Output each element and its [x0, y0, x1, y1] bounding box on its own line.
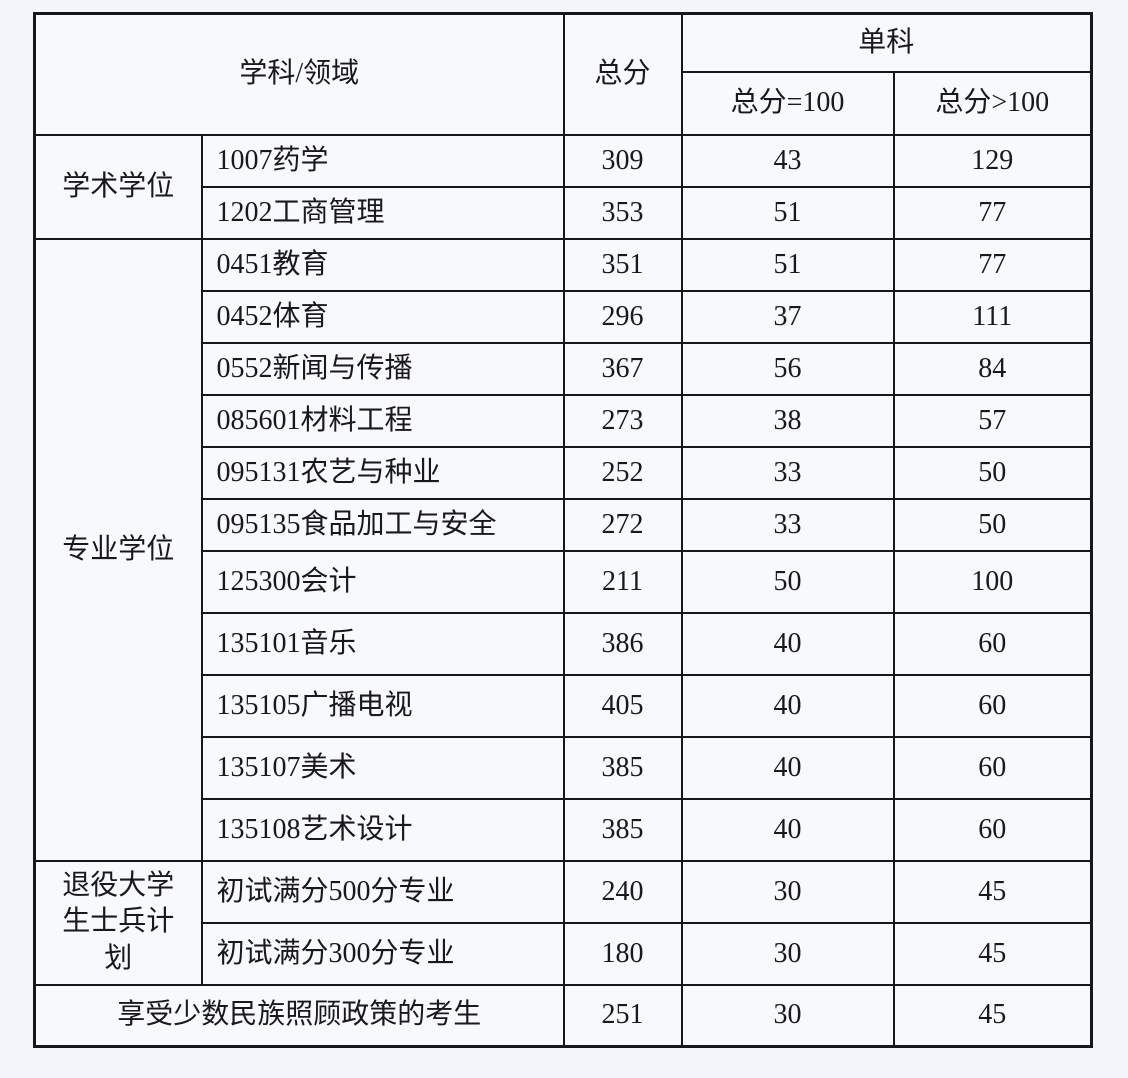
total-score-cell: 252	[562, 445, 683, 500]
header-row-1: 学科/领域 总分 单科	[33, 12, 1093, 136]
total-score-cell: 272	[562, 497, 683, 552]
single-eq100-cell: 38	[680, 393, 895, 448]
single-eq100-cell: 33	[680, 445, 895, 500]
single-eq100-cell: 30	[680, 983, 895, 1048]
single-eq100-cell: 40	[680, 611, 895, 676]
single-gt100-cell: 111	[892, 289, 1093, 344]
subject-cell: 初试满分500分专业	[200, 859, 565, 924]
subject-cell: 1202工商管理	[200, 185, 565, 240]
total-score-cell: 309	[562, 133, 683, 188]
total-score-cell: 251	[562, 983, 683, 1048]
single-gt100-cell: 60	[892, 735, 1093, 800]
subject-cell: 初试满分300分专业	[200, 921, 565, 986]
single-gt100-cell: 45	[892, 859, 1093, 924]
total-score-cell: 240	[562, 859, 683, 924]
header-single-gt100: 总分>100	[892, 70, 1093, 136]
subject-cell: 135107美术	[200, 735, 565, 800]
single-gt100-cell: 60	[892, 797, 1093, 862]
single-gt100-cell: 45	[892, 921, 1093, 986]
subject-cell: 0452体育	[200, 289, 565, 344]
group-cell-veteran: 退役大学生士兵计划	[33, 859, 203, 986]
header-row-2: 总分=100 总分>100	[35, 70, 1093, 136]
table-row: 享受少数民族照顾政策的考生 251 30 45	[33, 983, 1093, 1048]
table-row: 085601材料工程 273 38 57	[35, 393, 1093, 448]
table-row: 095131农艺与种业 252 33 50	[35, 445, 1093, 500]
single-gt100-cell: 57	[892, 393, 1093, 448]
total-score-cell: 385	[562, 797, 683, 862]
single-gt100-cell: 50	[892, 445, 1093, 500]
subject-cell: 095131农艺与种业	[200, 445, 565, 500]
header-total: 总分	[562, 12, 683, 136]
subject-cell: 135101音乐	[200, 611, 565, 676]
single-eq100-cell: 33	[680, 497, 895, 552]
single-gt100-cell: 77	[892, 185, 1093, 240]
subject-cell: 135105广播电视	[200, 673, 565, 738]
subject-cell: 085601材料工程	[200, 393, 565, 448]
score-table: 学科/领域 总分 单科 总分=100 总分>100 学术学位 1007药学 30…	[33, 12, 1094, 1048]
table-row: 135107美术 385 40 60	[35, 735, 1093, 800]
single-eq100-cell: 51	[680, 185, 895, 240]
single-gt100-cell: 100	[892, 549, 1093, 614]
total-score-cell: 180	[562, 921, 683, 986]
total-score-cell: 367	[562, 341, 683, 396]
table-row: 初试满分300分专业 180 30 45	[35, 921, 1093, 986]
single-gt100-cell: 129	[892, 133, 1093, 188]
subject-cell: 1007药学	[200, 133, 565, 188]
subject-cell: 135108艺术设计	[200, 797, 565, 862]
single-gt100-cell: 60	[892, 673, 1093, 738]
subject-cell: 095135食品加工与安全	[200, 497, 565, 552]
single-eq100-cell: 43	[680, 133, 895, 188]
total-score-cell: 273	[562, 393, 683, 448]
subject-cell: 0552新闻与传播	[200, 341, 565, 396]
header-subject: 学科/领域	[33, 12, 565, 136]
single-gt100-cell: 50	[892, 497, 1093, 552]
single-gt100-cell: 45	[892, 983, 1093, 1048]
total-score-cell: 351	[562, 237, 683, 292]
total-score-cell: 353	[562, 185, 683, 240]
subject-cell: 125300会计	[200, 549, 565, 614]
single-eq100-cell: 50	[680, 549, 895, 614]
single-eq100-cell: 40	[680, 735, 895, 800]
subject-cell: 0451教育	[200, 237, 565, 292]
total-score-cell: 386	[562, 611, 683, 676]
single-eq100-cell: 30	[680, 921, 895, 986]
table-row: 退役大学生士兵计划 初试满分500分专业 240 30 45	[33, 859, 1093, 986]
total-score-cell: 296	[562, 289, 683, 344]
table-row: 1202工商管理 353 51 77	[35, 185, 1093, 240]
table-row: 学术学位 1007药学 309 43 129	[33, 133, 1093, 240]
single-eq100-cell: 56	[680, 341, 895, 396]
table-row: 135108艺术设计 385 40 60	[35, 797, 1093, 862]
single-eq100-cell: 30	[680, 859, 895, 924]
table-row: 135105广播电视 405 40 60	[35, 673, 1093, 738]
single-gt100-cell: 77	[892, 237, 1093, 292]
table-row: 125300会计 211 50 100	[35, 549, 1093, 614]
table-row: 0552新闻与传播 367 56 84	[35, 341, 1093, 396]
table-row: 095135食品加工与安全 272 33 50	[35, 497, 1093, 552]
header-single-subject: 单科	[680, 12, 1093, 73]
single-gt100-cell: 60	[892, 611, 1093, 676]
header-single-eq100: 总分=100	[680, 70, 895, 136]
single-eq100-cell: 37	[680, 289, 895, 344]
table-row: 135101音乐 386 40 60	[35, 611, 1093, 676]
total-score-cell: 385	[562, 735, 683, 800]
table-row: 0452体育 296 37 111	[35, 289, 1093, 344]
single-eq100-cell: 40	[680, 797, 895, 862]
total-score-cell: 211	[562, 549, 683, 614]
special-policy-row-label: 享受少数民族照顾政策的考生	[33, 983, 565, 1048]
single-eq100-cell: 40	[680, 673, 895, 738]
group-cell-professional: 专业学位	[33, 237, 203, 862]
table-row: 专业学位 0451教育 351 51 77	[33, 237, 1093, 862]
group-label-veteran: 退役大学生士兵计划	[62, 869, 175, 974]
group-cell-academic: 学术学位	[33, 133, 203, 240]
single-eq100-cell: 51	[680, 237, 895, 292]
total-score-cell: 405	[562, 673, 683, 738]
single-gt100-cell: 84	[892, 341, 1093, 396]
